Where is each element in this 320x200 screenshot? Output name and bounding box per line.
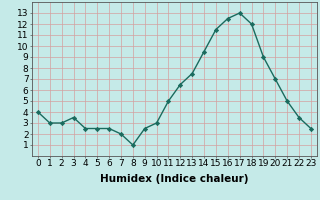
X-axis label: Humidex (Indice chaleur): Humidex (Indice chaleur) xyxy=(100,174,249,184)
